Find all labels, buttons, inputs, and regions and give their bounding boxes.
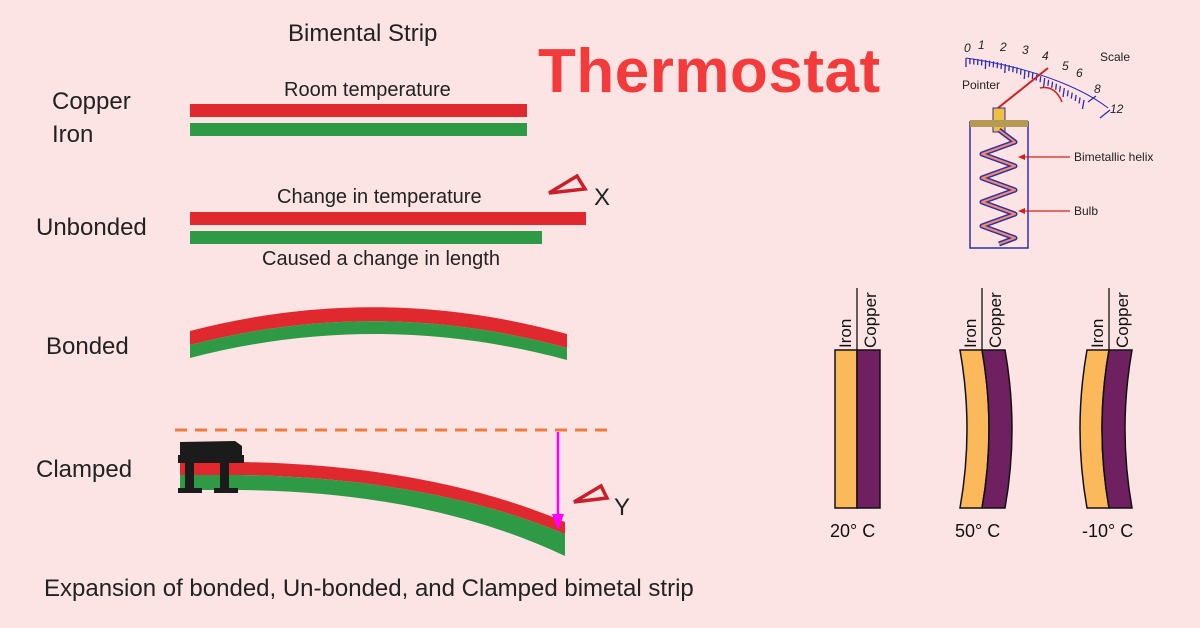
delta-x-label: X <box>594 184 611 211</box>
strip-states-diagram: Iron Copper 20° C Iron Copper 50° C Iron… <box>830 288 1133 541</box>
dial-tick <box>1051 81 1054 88</box>
page-title: Thermostat <box>538 37 881 106</box>
strip-50c: Iron Copper 50° C <box>955 288 1013 541</box>
bonded-strip-iron <box>190 321 567 360</box>
room-temperature-caption: Room temperature <box>284 79 451 101</box>
helix-thermostat-diagram: Scale Pointer 0 1 2 3 4 5 6 8 12 Bimetal… <box>962 38 1153 249</box>
bimetal-strip-title: Bimental Strip <box>288 20 438 47</box>
copper-label: Copper <box>1113 292 1132 348</box>
scale-label: Scale <box>1100 50 1130 64</box>
tick-label: 5 <box>1062 59 1069 73</box>
dial-tick <box>1066 90 1069 97</box>
dial-tick <box>1055 83 1058 90</box>
bulb-label: Bulb <box>1074 204 1098 218</box>
clamped-strip-iron <box>180 475 565 556</box>
clamped-label: Clamped <box>36 456 133 483</box>
dial-tick <box>1062 87 1065 98</box>
iron-label: Iron <box>1088 319 1107 348</box>
dial-tick <box>1078 97 1081 104</box>
bonded-label: Bonded <box>46 333 129 360</box>
temperature-label: -10° C <box>1082 521 1133 541</box>
iron-label: Iron <box>836 319 855 348</box>
pointer-label: Pointer <box>962 78 1000 92</box>
clamp-icon <box>178 441 244 493</box>
bimetallic-helix-label: Bimetallic helix <box>1074 150 1153 164</box>
clamped-strip-copper <box>180 462 565 534</box>
dial-tick <box>1058 85 1062 92</box>
change-in-length-caption: Caused a change in length <box>262 248 500 270</box>
bimetal-strips-diagram <box>175 104 610 556</box>
unbonded-iron-strip <box>190 231 542 244</box>
unbonded-label: Unbonded <box>36 214 147 241</box>
tick-label: 1 <box>978 38 985 52</box>
copper-label: Copper <box>861 292 880 348</box>
dial-tick <box>1070 92 1073 99</box>
delta-x-triangle <box>548 173 588 195</box>
tick-label: 8 <box>1094 82 1101 96</box>
strip-20c: Iron Copper 20° C <box>830 288 881 541</box>
tick-label: 4 <box>1042 49 1049 63</box>
delta-y-triangle <box>573 483 610 504</box>
dial-tick <box>1047 79 1050 86</box>
bonded-strip-copper <box>190 307 567 348</box>
iron-label: Iron <box>52 121 94 148</box>
tick-label: 3 <box>1022 43 1029 57</box>
footer-caption: Expansion of bonded, Un-bonded, and Clam… <box>44 575 694 602</box>
strip-minus10c: Iron Copper -10° C <box>1079 288 1133 541</box>
copper-label: Copper <box>52 88 131 115</box>
dial-tick <box>1042 77 1046 88</box>
pointer-needle <box>997 67 1049 109</box>
temperature-label: 50° C <box>955 521 1000 541</box>
tick-label: 0 <box>964 41 971 55</box>
room-iron-strip <box>190 123 527 136</box>
bulb-top-plate <box>970 120 1028 127</box>
tick-label: 6 <box>1076 66 1083 80</box>
tick-label: 2 <box>999 40 1007 54</box>
delta-y-label: Y <box>614 494 631 521</box>
red-arc <box>1039 86 1063 103</box>
dial-tick <box>1023 69 1026 80</box>
dial-tick <box>1004 63 1006 74</box>
temperature-label: 20° C <box>830 521 875 541</box>
dial-tick <box>1031 72 1034 80</box>
dial-tick <box>1027 71 1030 78</box>
dial-tick <box>1039 76 1042 83</box>
tick-label: 12 <box>1110 102 1124 116</box>
dial-tick <box>1081 99 1085 110</box>
copper-label: Copper <box>986 292 1005 348</box>
dial-tick <box>1074 94 1077 102</box>
iron-label: Iron <box>961 319 980 348</box>
change-in-temperature-caption: Change in temperature <box>277 186 482 208</box>
room-copper-strip <box>190 104 527 117</box>
unbonded-copper-strip <box>190 212 586 225</box>
